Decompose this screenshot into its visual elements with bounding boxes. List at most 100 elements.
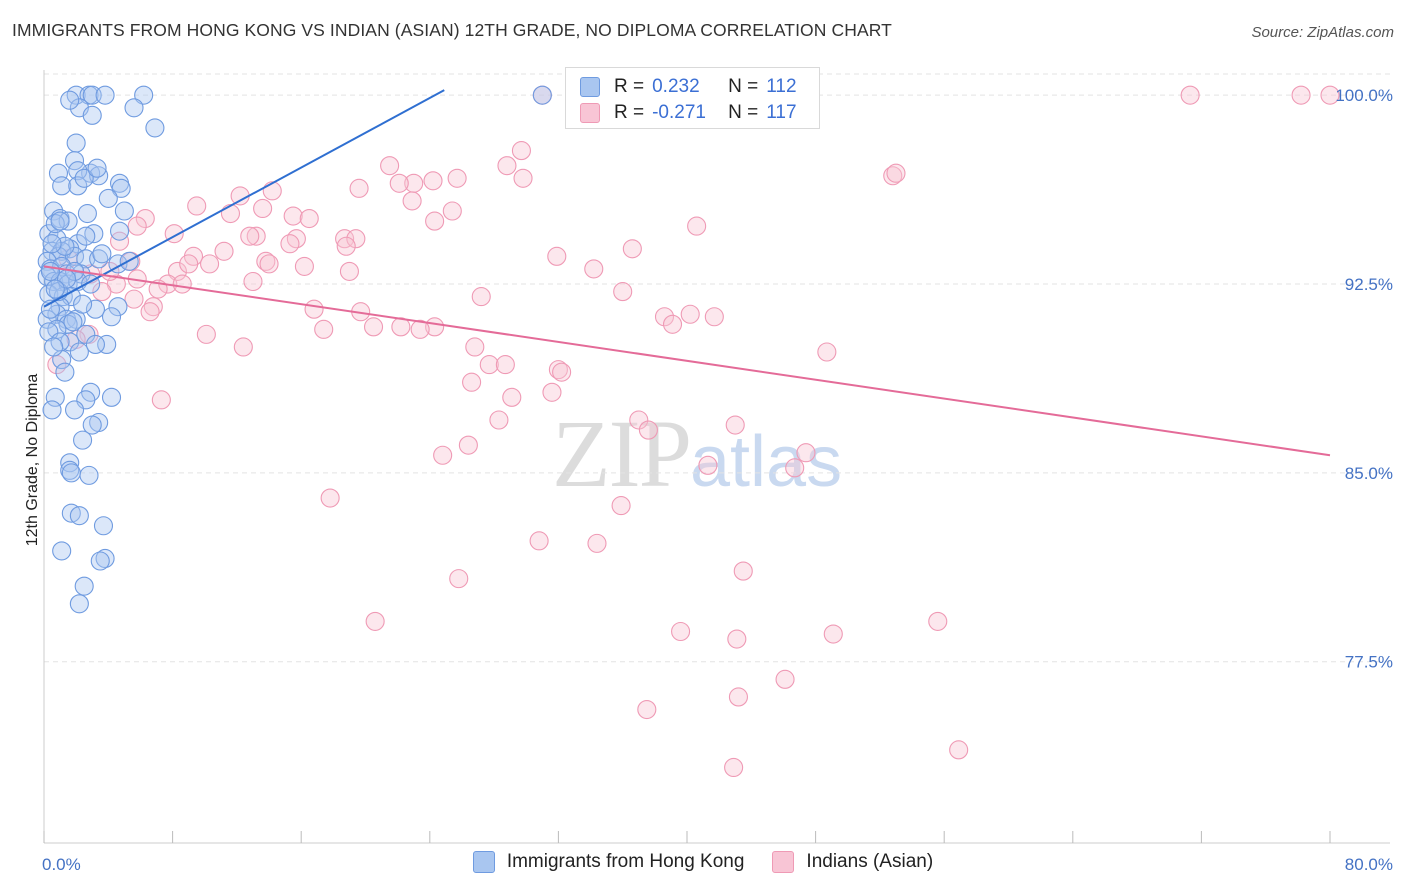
point-indians xyxy=(529,531,549,551)
point-indians xyxy=(246,226,266,246)
point-indians xyxy=(552,362,572,382)
point-hong-kong xyxy=(61,503,81,523)
point-hong-kong xyxy=(87,158,107,178)
legend-swatch-blue xyxy=(472,851,495,873)
point-indians xyxy=(233,337,253,357)
point-indians xyxy=(286,229,306,249)
point-indians xyxy=(698,455,718,475)
point-hong-kong xyxy=(55,362,75,382)
chart-title: IMMIGRANTS FROM HONG KONG VS INDIAN (ASI… xyxy=(12,20,892,40)
y-tick-label: 100.0% xyxy=(1335,86,1393,105)
point-indians xyxy=(823,624,843,644)
point-indians xyxy=(638,420,658,440)
legend-n-label: N = xyxy=(728,76,759,97)
point-indians xyxy=(502,387,522,407)
point-indians xyxy=(727,629,747,649)
legend-item-hong-kong: Immigrants from Hong Kong xyxy=(472,851,745,873)
point-hong-kong xyxy=(42,234,62,254)
point-hong-kong xyxy=(45,279,65,299)
legend-n-value: 117 xyxy=(766,102,797,123)
point-indians xyxy=(196,324,216,344)
legend-row-blue: R = 0.232 N = 112 xyxy=(580,75,797,99)
point-indians xyxy=(110,231,130,251)
point-indians xyxy=(724,757,744,778)
point-hong-kong xyxy=(74,576,94,596)
point-indians xyxy=(335,229,355,249)
point-hong-kong xyxy=(60,453,80,473)
correlation-legend: R = 0.232 N = 112 R = -0.271 N = 117 xyxy=(565,67,820,129)
point-indians xyxy=(548,360,568,380)
point-indians xyxy=(320,488,340,508)
point-hong-kong xyxy=(74,168,94,188)
point-indians xyxy=(1320,85,1340,105)
point-indians xyxy=(479,355,499,375)
point-indians xyxy=(775,669,795,689)
point-indians xyxy=(725,415,745,435)
y-tick-label: 92.5% xyxy=(1345,275,1393,294)
point-indians xyxy=(230,186,250,206)
point-indians xyxy=(433,445,453,465)
point-indians xyxy=(785,458,805,478)
watermark-zip: ZIP xyxy=(552,400,692,507)
point-indians xyxy=(542,382,562,402)
point-hong-kong xyxy=(76,226,96,246)
point-hong-kong xyxy=(111,178,131,198)
y-tick-label: 85.0% xyxy=(1345,464,1393,483)
point-hong-kong xyxy=(48,163,69,183)
point-hong-kong xyxy=(110,221,130,241)
point-hong-kong xyxy=(97,334,117,355)
point-hong-kong xyxy=(84,224,104,244)
point-indians xyxy=(314,319,334,339)
point-hong-kong xyxy=(73,430,93,450)
source-credit: Source: ZipAtlas.com xyxy=(1251,24,1394,41)
point-indians xyxy=(447,168,467,188)
point-hong-kong xyxy=(61,463,81,483)
point-hong-kong xyxy=(69,594,89,614)
legend-swatch-blue xyxy=(580,77,600,97)
point-indians xyxy=(629,410,649,430)
point-hong-kong xyxy=(73,294,93,314)
point-hong-kong xyxy=(40,261,60,281)
point-hong-kong xyxy=(134,85,154,105)
legend-label-indians: Indians (Asian) xyxy=(806,851,934,872)
point-hong-kong xyxy=(69,342,89,362)
point-indians xyxy=(135,209,155,229)
point-indians xyxy=(458,435,478,455)
point-hong-kong xyxy=(108,297,128,317)
trend-line-indians xyxy=(43,265,1331,457)
point-indians xyxy=(680,304,700,324)
point-indians xyxy=(423,171,443,191)
point-indians xyxy=(497,156,517,176)
point-hong-kong xyxy=(92,244,112,264)
legend-label-hong-kong: Immigrants from Hong Kong xyxy=(506,851,745,872)
legend-item-indians: Indians (Asian) xyxy=(772,851,933,873)
point-indians xyxy=(949,740,969,760)
point-hong-kong xyxy=(52,541,72,561)
point-indians xyxy=(547,246,567,266)
point-indians xyxy=(304,299,324,319)
point-indians xyxy=(336,236,356,256)
trend-lines xyxy=(43,89,1331,457)
legend-r-label: R = xyxy=(614,76,645,97)
point-indians xyxy=(294,256,314,276)
legend-swatch-pink xyxy=(772,851,795,873)
point-indians xyxy=(495,355,515,375)
point-indians xyxy=(817,342,837,362)
point-hong-kong xyxy=(45,387,65,407)
point-hong-kong xyxy=(42,400,62,420)
point-indians xyxy=(172,274,192,294)
point-hong-kong xyxy=(76,324,96,344)
point-hong-kong xyxy=(532,85,552,105)
point-indians xyxy=(92,282,112,302)
point-indians xyxy=(262,181,282,201)
point-indians xyxy=(886,163,906,183)
point-hong-kong xyxy=(98,188,118,208)
point-indians xyxy=(462,372,482,392)
legend-n-value: 112 xyxy=(766,76,797,97)
point-hong-kong xyxy=(101,307,122,327)
axes xyxy=(43,70,1390,844)
point-indians xyxy=(127,216,147,236)
point-hong-kong xyxy=(79,465,99,485)
legend-r-value: 0.232 xyxy=(652,76,700,97)
point-indians xyxy=(611,496,631,516)
